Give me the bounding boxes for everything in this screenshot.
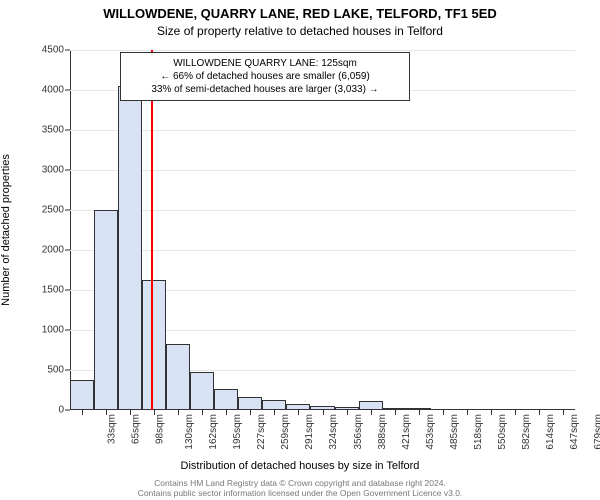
footer-line: Contains public sector information licen… [0, 488, 600, 498]
x-tick-mark [491, 410, 492, 415]
y-tick-label: 4500 [42, 45, 64, 56]
y-tick-label: 4000 [42, 85, 64, 96]
x-tick-mark [395, 410, 396, 415]
x-tick-mark [347, 410, 348, 415]
x-tick-mark [274, 410, 275, 415]
info-box-line: WILLOWDENE QUARRY LANE: 125sqm [125, 57, 405, 70]
y-tick-mark [65, 90, 70, 91]
y-tick-label: 2500 [42, 205, 64, 216]
info-box: WILLOWDENE QUARRY LANE: 125sqm← 66% of d… [120, 52, 410, 101]
y-tick-label: 3500 [42, 125, 64, 136]
y-tick-label: 500 [47, 365, 64, 376]
x-tick-label: 614sqm [545, 414, 556, 450]
x-tick-label: 421sqm [401, 414, 412, 450]
y-tick-mark [65, 50, 70, 51]
chart-subtitle: Size of property relative to detached ho… [0, 24, 600, 38]
x-tick-label: 33sqm [107, 414, 118, 444]
y-tick-mark [65, 130, 70, 131]
x-tick-mark [202, 410, 203, 415]
x-tick-mark [539, 410, 540, 415]
x-tick-label: 485sqm [449, 414, 460, 450]
x-tick-label: 356sqm [353, 414, 364, 450]
x-tick-label: 679sqm [593, 414, 600, 450]
x-tick-label: 291sqm [304, 414, 315, 450]
y-tick-mark [65, 370, 70, 371]
x-tick-label: 647sqm [569, 414, 580, 450]
x-tick-mark [323, 410, 324, 415]
x-tick-mark [371, 410, 372, 415]
x-tick-mark [178, 410, 179, 415]
x-tick-label: 65sqm [131, 414, 142, 444]
x-tick-mark [130, 410, 131, 415]
y-tick-label: 0 [58, 405, 64, 416]
x-tick-label: 388sqm [377, 414, 388, 450]
x-tick-label: 453sqm [425, 414, 436, 450]
chart-title: WILLOWDENE, QUARRY LANE, RED LAKE, TELFO… [0, 6, 600, 21]
x-tick-mark [82, 410, 83, 415]
y-tick-mark [65, 290, 70, 291]
bar [238, 397, 262, 410]
y-tick-label: 3000 [42, 165, 64, 176]
gridline [70, 130, 575, 131]
x-tick-label: 324sqm [329, 414, 340, 450]
x-tick-label: 130sqm [184, 414, 195, 450]
y-axis-label: Number of detached properties [0, 154, 12, 306]
y-axis-line [70, 50, 71, 410]
x-axis-label: Distribution of detached houses by size … [0, 460, 600, 472]
y-tick-label: 2000 [42, 245, 64, 256]
x-tick-label: 195sqm [232, 414, 243, 450]
bar [359, 401, 383, 410]
bar [190, 372, 214, 410]
bar [166, 344, 190, 410]
x-tick-label: 259sqm [280, 414, 291, 450]
bar [214, 389, 238, 410]
x-tick-mark [467, 410, 468, 415]
x-tick-mark [250, 410, 251, 415]
x-tick-label: 98sqm [155, 414, 166, 444]
x-tick-mark [226, 410, 227, 415]
x-tick-label: 227sqm [256, 414, 267, 450]
y-tick-mark [65, 330, 70, 331]
gridline [70, 210, 575, 211]
y-tick-label: 1500 [42, 285, 64, 296]
x-tick-mark [419, 410, 420, 415]
bar [118, 86, 142, 410]
x-tick-mark [443, 410, 444, 415]
bar [262, 400, 286, 410]
y-tick-mark [65, 250, 70, 251]
y-tick-mark [65, 210, 70, 211]
plot-area: 05001000150020002500300035004000450033sq… [70, 50, 575, 410]
x-tick-mark [106, 410, 107, 415]
gridline [70, 170, 575, 171]
x-tick-label: 518sqm [473, 414, 484, 450]
x-tick-mark [154, 410, 155, 415]
x-tick-mark [298, 410, 299, 415]
bar [70, 380, 94, 410]
marker-line [151, 50, 153, 410]
histogram-chart: WILLOWDENE, QUARRY LANE, RED LAKE, TELFO… [0, 0, 600, 500]
x-tick-label: 162sqm [208, 414, 219, 450]
y-tick-mark [65, 170, 70, 171]
x-tick-mark [515, 410, 516, 415]
bar [94, 210, 118, 410]
bar [142, 280, 166, 410]
gridline [70, 250, 575, 251]
footer-line: Contains HM Land Registry data © Crown c… [0, 478, 600, 488]
x-tick-label: 550sqm [497, 414, 508, 450]
gridline [70, 50, 575, 51]
x-tick-mark [563, 410, 564, 415]
x-tick-label: 582sqm [521, 414, 532, 450]
y-tick-label: 1000 [42, 325, 64, 336]
footer-attribution: Contains HM Land Registry data © Crown c… [0, 478, 600, 498]
info-box-line: ← 66% of detached houses are smaller (6,… [125, 70, 405, 83]
info-box-line: 33% of semi-detached houses are larger (… [125, 83, 405, 96]
